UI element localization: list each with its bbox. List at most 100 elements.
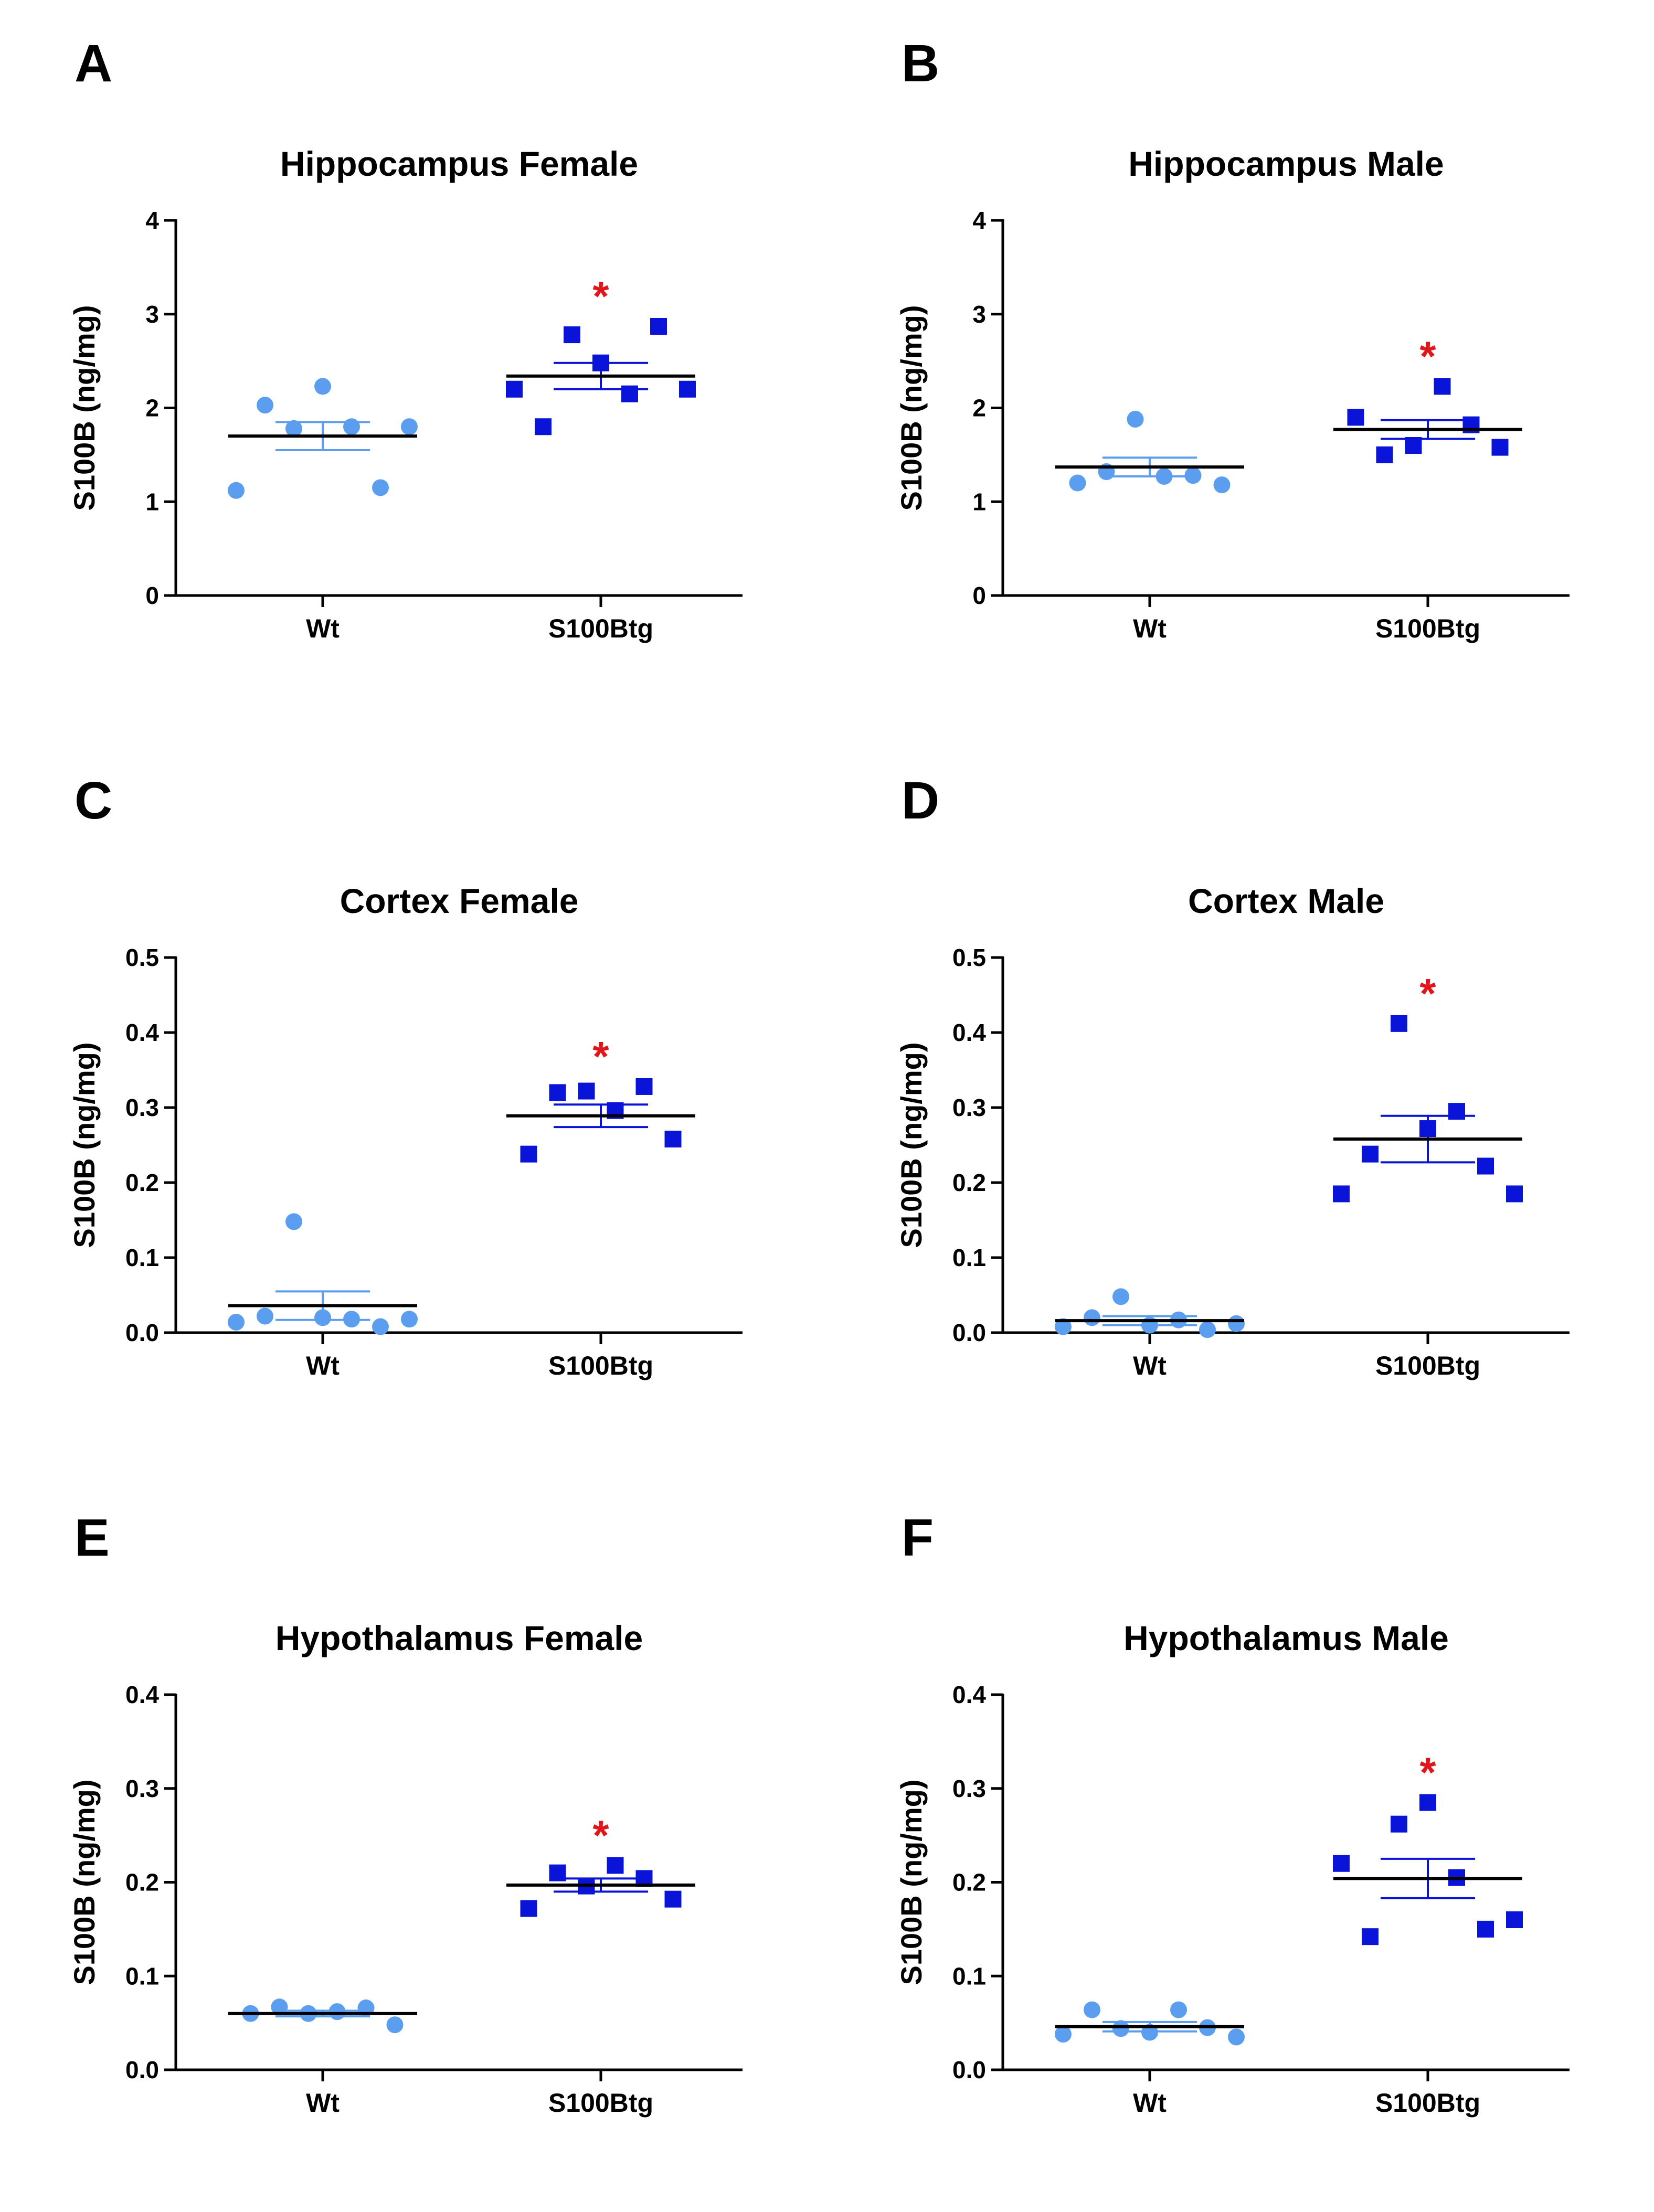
x-tick-label-f: Wt [1133, 2088, 1167, 2118]
panel-b: B Hippocampus Male S100B (ng/mg) 0 1 2 3 4 Wt S10… [827, 0, 1654, 737]
data-point-s100btg [549, 1084, 566, 1101]
chart-title-e: Hypothalamus Female [275, 1619, 643, 1657]
data-point-s100btg [679, 380, 696, 398]
y-tick-label-a: 1 [145, 488, 159, 515]
y-tick-label-b: 0 [972, 582, 986, 609]
y-tick-label-c: 0.0 [125, 1319, 159, 1346]
y-axis-label-c: S100B (ng/mg) [68, 1042, 101, 1248]
chart-a: A Hippocampus Female S100B (ng/mg) 0 1 2 3 4 Wt S… [68, 34, 743, 643]
data-point-s100btg [1506, 1185, 1523, 1203]
data-point-s100btg [1362, 1928, 1379, 1945]
data-point-wt [372, 479, 389, 496]
x-tick-label-f: S100Btg [1375, 2088, 1480, 2118]
y-tick-label-e: 0.2 [125, 1869, 159, 1896]
y-tick-label-d: 0.5 [952, 944, 986, 971]
data-point-wt [1199, 1321, 1216, 1338]
data-point-wt [1112, 1288, 1129, 1305]
chart-title-f: Hypothalamus Male [1123, 1619, 1449, 1657]
data-point-wt [1055, 1318, 1072, 1335]
data-point-s100btg [1477, 1157, 1494, 1175]
data-point-s100btg [520, 1145, 537, 1163]
data-point-wt [228, 482, 245, 499]
data-point-s100btg [1419, 1794, 1436, 1811]
data-point-s100btg [1391, 1815, 1407, 1833]
x-tick-label-d: Wt [1133, 1351, 1167, 1380]
panel-c: C Cortex Female S100B (ng/mg) 0.0 0.1 0.2 0.3 0… [0, 737, 827, 1474]
y-tick-label-a: 3 [145, 301, 159, 328]
x-tick-label-e: S100Btg [548, 2088, 653, 2118]
significance-star-b: * [1419, 333, 1436, 379]
chart-d: D Cortex Male S100B (ng/mg) 0.0 0.1 0.2 0.3 0.4… [895, 771, 1570, 1380]
data-point-wt [1084, 2001, 1100, 2018]
chart-title-c: Cortex Female [340, 881, 579, 920]
y-tick-label-d: 0.0 [952, 1319, 986, 1346]
y-tick-label-b: 2 [972, 395, 986, 422]
y-tick-label-e: 0.0 [125, 2056, 159, 2083]
y-tick-label-c: 0.2 [125, 1169, 159, 1196]
x-tick-label-d: S100Btg [1375, 1351, 1480, 1380]
data-point-s100btg [520, 1900, 537, 1917]
chart-title-a: Hippocampus Female [280, 144, 638, 183]
y-tick-label-d: 0.2 [952, 1169, 986, 1196]
data-point-s100btg [650, 317, 667, 335]
y-tick-label-d: 0.3 [952, 1094, 986, 1121]
significance-star-d: * [1419, 970, 1436, 1017]
y-axis-label-e: S100B (ng/mg) [68, 1779, 101, 1985]
panel-label-d: D [902, 771, 939, 830]
y-tick-label-f: 0.2 [952, 1869, 986, 1896]
y-tick-label-c: 0.3 [125, 1094, 159, 1121]
data-point-s100btg [1347, 409, 1364, 426]
data-point-s100btg [635, 1078, 653, 1095]
data-point-s100btg [578, 1082, 595, 1100]
chart-f: F Hypothalamus Male S100B (ng/mg) 0.0 0.1 0.2… [895, 1508, 1570, 2118]
panel-label-f: F [902, 1508, 934, 1567]
data-point-wt [343, 418, 360, 435]
data-point-wt [386, 2016, 404, 2034]
data-point-wt [257, 1307, 273, 1325]
y-tick-label-a: 4 [145, 207, 159, 234]
y-tick-label-a: 0 [145, 582, 159, 609]
y-tick-label-f: 0.4 [952, 1681, 986, 1708]
data-point-wt [1112, 2020, 1129, 2037]
data-point-s100btg [1434, 378, 1451, 395]
data-point-wt [1069, 474, 1086, 492]
x-tick-label-c: Wt [306, 1351, 340, 1380]
x-tick-label-e: Wt [306, 2088, 340, 2118]
significance-star-e: * [592, 1812, 609, 1858]
data-point-s100btg [535, 418, 552, 435]
chart-b: B Hippocampus Male S100B (ng/mg) 0 1 2 3 4 Wt S10… [895, 34, 1570, 643]
y-tick-label-c: 0.1 [125, 1244, 159, 1271]
panel-f: F Hypothalamus Male S100B (ng/mg) 0.0 0.1 0.2… [827, 1474, 1654, 2211]
data-point-s100btg [664, 1890, 682, 1908]
data-point-wt [1213, 476, 1231, 494]
y-axis-label-a: S100B (ng/mg) [68, 305, 101, 511]
data-point-wt [314, 378, 331, 395]
x-tick-label-a: S100Btg [548, 614, 653, 643]
panel-label-a: A [75, 34, 112, 93]
panel-a: A Hippocampus Female S100B (ng/mg) 0 1 2 3 4 Wt S… [0, 0, 827, 737]
data-point-wt [1127, 410, 1144, 428]
y-tick-label-b: 3 [972, 301, 986, 328]
significance-star-f: * [1419, 1749, 1436, 1796]
y-axis-label-f: S100B (ng/mg) [895, 1779, 928, 1985]
data-point-wt [372, 1318, 389, 1335]
y-axis-label-b: S100B (ng/mg) [895, 305, 928, 511]
x-tick-label-b: S100Btg [1375, 614, 1480, 643]
data-point-wt [401, 418, 418, 435]
data-point-wt [1084, 1309, 1100, 1326]
data-point-wt [1228, 1315, 1245, 1332]
y-axis-label-d: S100B (ng/mg) [895, 1042, 928, 1248]
data-point-s100btg [564, 326, 580, 344]
y-tick-label-a: 2 [145, 395, 159, 422]
panel-d: D Cortex Male S100B (ng/mg) 0.0 0.1 0.2 0.3 0.4… [827, 737, 1654, 1474]
y-tick-label-b: 1 [972, 488, 986, 515]
y-tick-label-f: 0.3 [952, 1775, 986, 1802]
y-tick-label-d: 0.4 [952, 1019, 986, 1046]
panel-label-c: C [75, 771, 112, 830]
chart-c: C Cortex Female S100B (ng/mg) 0.0 0.1 0.2 0.3 0… [68, 771, 743, 1380]
data-point-s100btg [1477, 1920, 1494, 1938]
data-point-s100btg [1376, 446, 1393, 463]
chart-e: E Hypothalamus Female S100B (ng/mg) 0.0 0.1 0… [68, 1508, 743, 2118]
data-point-s100btg [506, 380, 523, 398]
data-point-s100btg [1448, 1103, 1465, 1120]
